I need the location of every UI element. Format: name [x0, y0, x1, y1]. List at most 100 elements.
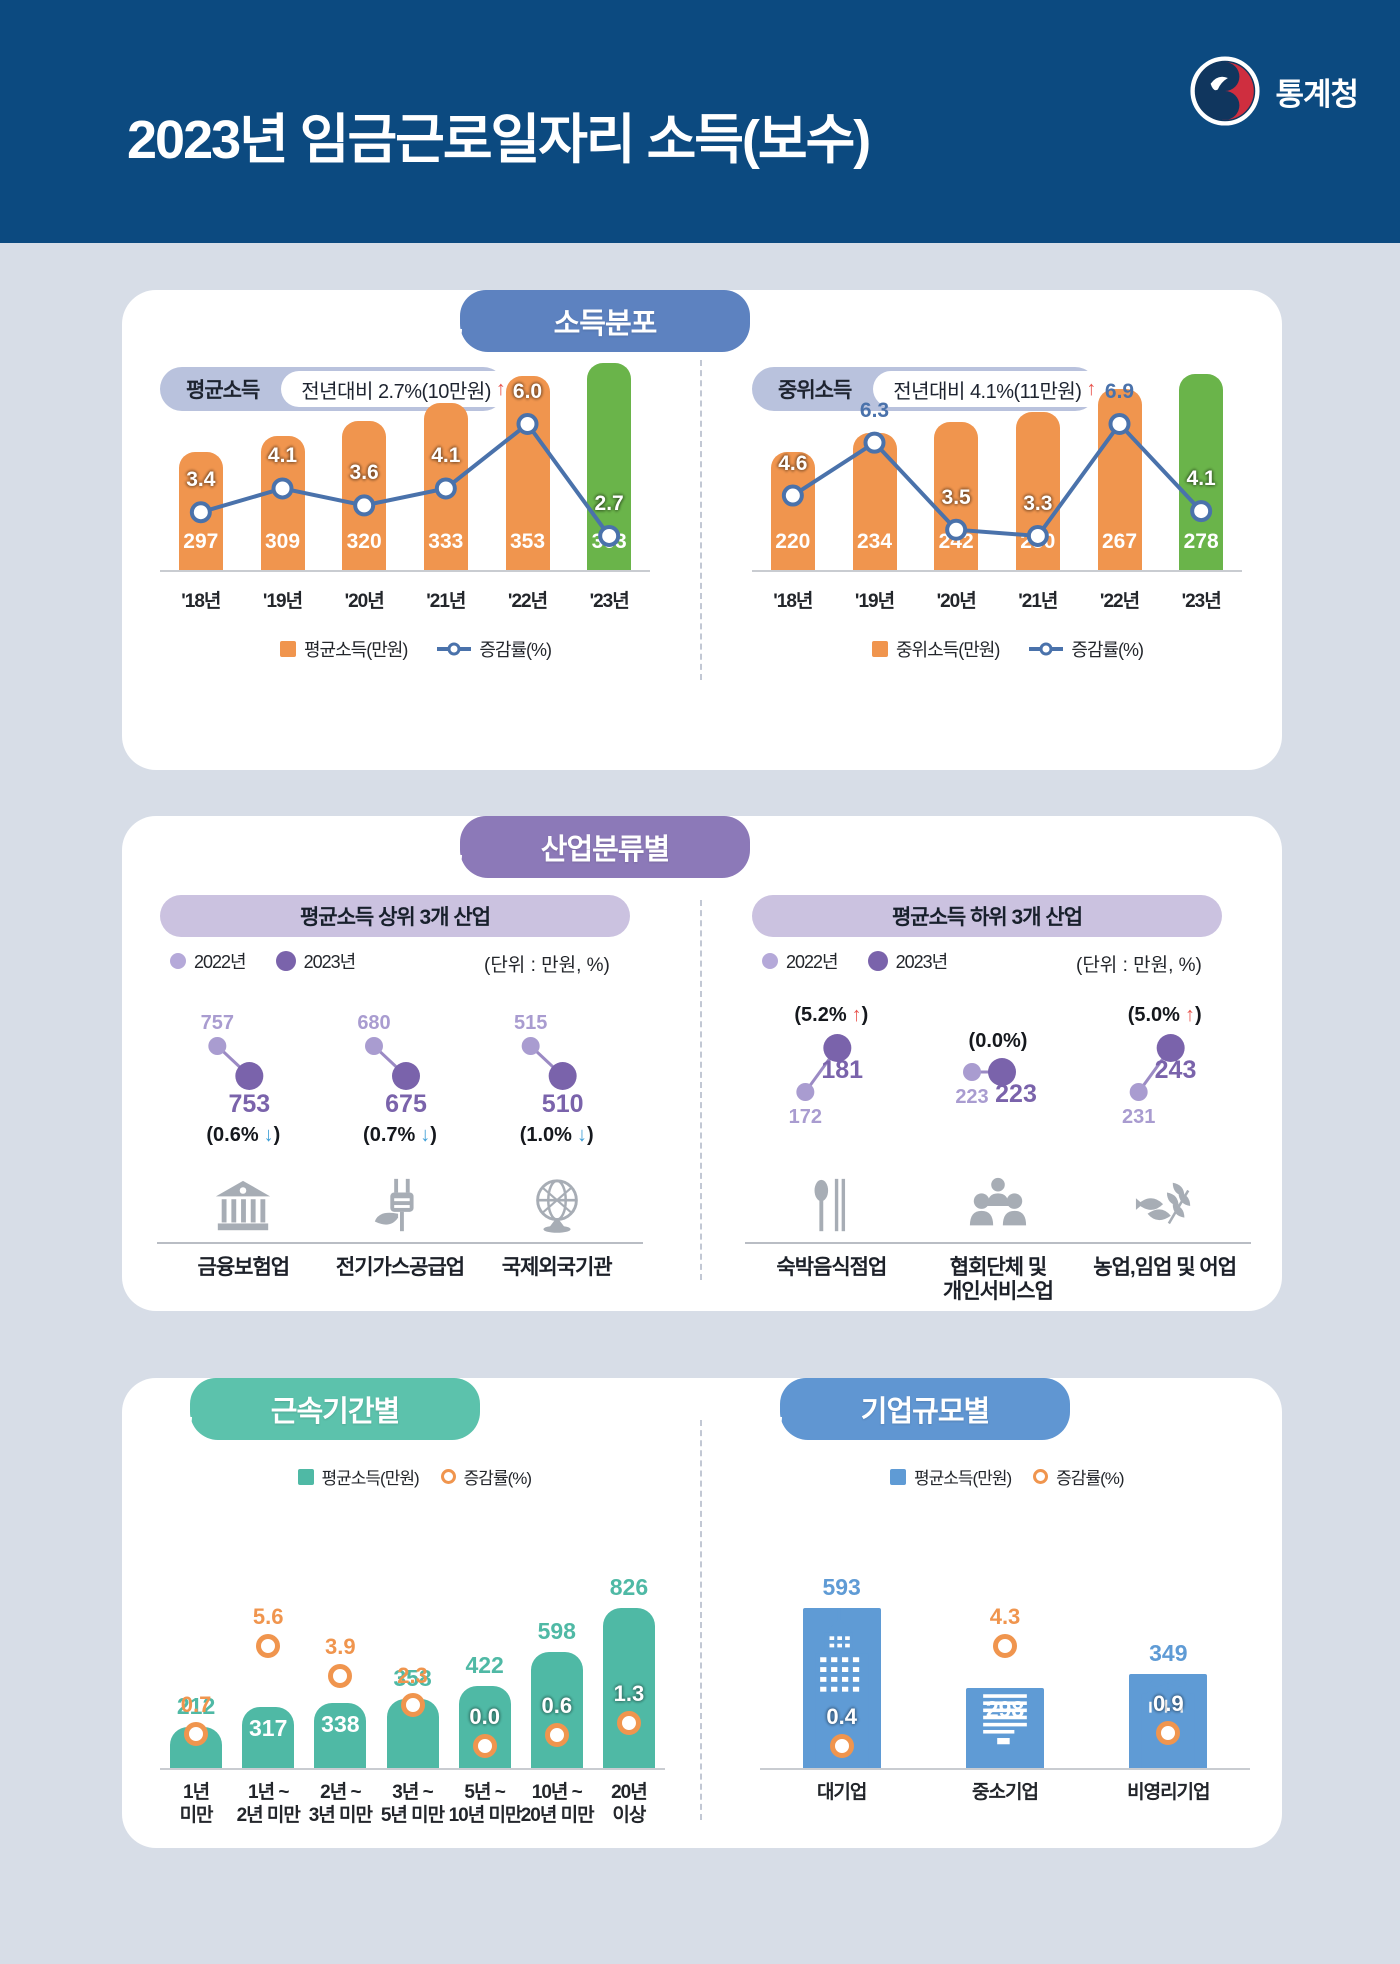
- dot-2023: [823, 1034, 852, 1062]
- korea-government-taegeuk-logo-icon: [1190, 56, 1260, 126]
- dot-2022: [365, 1037, 383, 1055]
- change-percent: (5.0% ↑): [1127, 1004, 1202, 1026]
- line-marker: [516, 413, 539, 435]
- x-axis-tick: '21년: [1018, 591, 1058, 612]
- arrow-up-icon: ↑: [851, 1004, 862, 1026]
- change-percent: (5.2% ↑): [794, 1004, 869, 1026]
- line-marker: [1026, 524, 1049, 547]
- bar-value-label: 297: [183, 530, 219, 553]
- growth-rate-marker: [184, 1721, 209, 1746]
- chart-legend: 평균소득(만원) 증감률(%): [297, 1464, 532, 1489]
- bar-value-label: 422: [465, 1652, 504, 1679]
- tab-income-distribution[interactable]: 소득분포: [438, 290, 750, 353]
- median-income-label: 중위소득: [778, 379, 852, 402]
- chart-axis: [760, 1768, 1250, 1770]
- x-axis-tick: '22년: [1099, 591, 1140, 612]
- bar-1: [242, 1706, 295, 1768]
- agency-name: 통계청: [1275, 76, 1359, 112]
- tab-company-size[interactable]: 기업규모별: [758, 1378, 1070, 1441]
- chart-legend: 중위소득(만원) 증감률(%): [872, 636, 1144, 662]
- dot-2023: [988, 1058, 1016, 1086]
- value-2023: 510: [541, 1090, 584, 1118]
- dumbbell-connector: [796, 1034, 852, 1101]
- tab-industry[interactable]: 산업분류별: [438, 816, 750, 879]
- median-income-yoy: 전년대비 4.1%(11만원) ↑: [873, 371, 1116, 407]
- growth-rate-line: [781, 413, 1213, 547]
- bar-22: [505, 376, 550, 570]
- bar-value-label: 298: [985, 1695, 1025, 1722]
- growth-rate-marker: [616, 1710, 641, 1735]
- arrow-up-icon: ↑: [495, 377, 506, 400]
- chart-axis: [160, 570, 650, 572]
- change-percent: (1.0% ↓): [519, 1124, 594, 1146]
- page-header: 2023년 임금근로일자리 소득(보수) 통계청: [0, 0, 1400, 243]
- dot-2023: [1156, 1034, 1185, 1062]
- chart-tenure: 212 0.7 1년 미만 317 5.6 1년 ~2년 미만 338 3.9 2년 ~3년 미만…: [160, 1468, 665, 1840]
- growth-rate-marker: [829, 1734, 854, 1758]
- growth-rate-label: 2.3: [397, 1662, 428, 1688]
- icon-underline: [470, 1242, 643, 1244]
- icon-underline: [1078, 1242, 1251, 1244]
- industry-name: 협회단체 및 개인서비스업: [943, 1256, 1054, 1304]
- line-value-label: 4.1: [1186, 467, 1216, 491]
- legend-2023: 2023년: [275, 948, 356, 974]
- line-value-label: 3.4: [186, 468, 216, 492]
- bar-value-label: 353: [509, 530, 546, 553]
- value-2023: 243: [1154, 1056, 1197, 1084]
- growth-rate-marker: [400, 1692, 425, 1717]
- line-value-label: 2.7: [594, 491, 624, 515]
- bar-23: [1179, 373, 1224, 570]
- bar-19: [260, 435, 305, 570]
- dumbbell-connector: [963, 1058, 1016, 1086]
- icon-underline: [314, 1242, 486, 1244]
- dot-2023: [392, 1062, 420, 1090]
- dumbbell-connector: [365, 1037, 420, 1090]
- tab-label: 기업규모별: [860, 1396, 990, 1428]
- x-axis-tick: '23년: [589, 591, 630, 612]
- dumbbell-connector: [208, 1037, 264, 1090]
- legend-scatter-series: 증감률(%): [1033, 1464, 1125, 1489]
- line-marker: [945, 518, 968, 541]
- x-axis-tick: '20년: [344, 591, 385, 612]
- change-percent: (0.6% ↓): [206, 1124, 281, 1146]
- industry-name: 국제외국기관: [501, 1256, 613, 1279]
- chart-legend: 평균소득(만원) 증감률(%): [890, 1464, 1125, 1489]
- bar-value-label: 309: [264, 530, 301, 553]
- tab-tenure[interactable]: 근속기간별: [168, 1378, 480, 1441]
- industry-top3-title: 평균소득 상위 3개 산업: [160, 895, 630, 937]
- growth-rate-label: 0.7: [180, 1691, 212, 1717]
- dot-2023: [548, 1062, 577, 1090]
- industry-bottom3-legend: 2022년 2023년: [762, 948, 948, 974]
- legend-bar-series: 평균소득(만원): [890, 1464, 1012, 1489]
- legend-bar-series: 중위소득(만원): [872, 636, 1000, 662]
- growth-rate-label: 0.0: [469, 1704, 500, 1729]
- industry-name: 농업,임업 및 어업: [1093, 1256, 1237, 1279]
- x-axis-tick: 10년 ~20년 미만: [520, 1782, 595, 1826]
- bar-value-label: 598: [537, 1618, 576, 1645]
- bar-value-label: 826: [609, 1574, 649, 1600]
- legend-bar-series: 평균소득(만원): [297, 1464, 420, 1489]
- dot-2022: [796, 1083, 815, 1101]
- line-marker: [189, 501, 212, 524]
- bank-icon: [212, 1175, 274, 1237]
- industry-section-divider: [700, 900, 702, 1280]
- legend-2023: 2023년: [867, 948, 948, 974]
- x-axis-tick: 20년 이상: [611, 1782, 648, 1826]
- dot-2023: [235, 1062, 264, 1090]
- line-marker: [1108, 413, 1131, 435]
- value-2023: 753: [228, 1090, 271, 1118]
- chart-average-income: 2973093203333533633.44.13.64.16.02.7'18년…: [160, 362, 650, 680]
- growth-rate-marker: [256, 1634, 281, 1659]
- x-axis-tick: '22년: [507, 591, 548, 612]
- bar-2: [314, 1702, 367, 1768]
- x-axis-tick: 2년 ~3년 미만: [308, 1782, 373, 1826]
- arrow-down-icon: ↓: [420, 1124, 431, 1146]
- growth-rate-label: 5.6: [252, 1604, 284, 1630]
- growth-rate-label: 0.9: [1153, 1691, 1184, 1717]
- bar-value-label: 212: [176, 1692, 216, 1719]
- x-axis-tick: '20년: [936, 591, 977, 612]
- icon-underline: [912, 1242, 1084, 1244]
- income-section-divider: [700, 360, 702, 680]
- dumbbell-connector: [1129, 1034, 1185, 1101]
- globe-icon: [526, 1175, 588, 1237]
